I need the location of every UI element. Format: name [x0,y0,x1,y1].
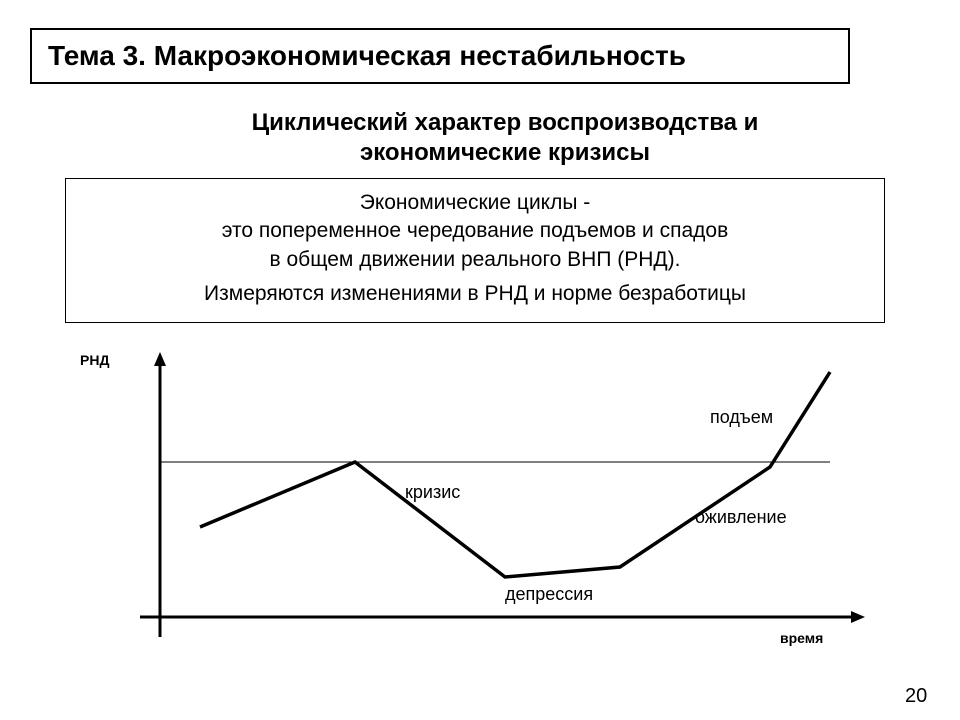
page-number: 20 [905,685,927,708]
definition-line2: это попеременное чередование подъемов и … [86,217,864,245]
definition-box: Экономические циклы - это попеременное ч… [65,178,885,323]
y-axis-label: РНД [80,352,109,368]
title-box: Тема 3. Макроэкономическая нестабильност… [30,28,850,84]
phase-crisis: кризис [405,482,460,503]
definition-line3: в общем движении реального ВНП (РНД). [86,246,864,274]
slide-title: Тема 3. Макроэкономическая нестабильност… [48,40,686,71]
slide: Тема 3. Макроэкономическая нестабильност… [0,0,960,720]
definition-line1: Экономические циклы - [86,189,864,217]
chart-svg [110,352,870,652]
phase-depression: депрессия [505,584,593,605]
y-axis-arrow [154,352,166,366]
phase-boom: подъем [710,407,773,428]
cycle-curve [200,372,830,577]
definition-line4: Измеряются изменениями в РНД и норме без… [86,280,864,308]
x-axis-arrow [851,611,865,623]
x-axis-label: время [780,630,823,646]
slide-subtitle: Циклический характер воспроизводства иэк… [165,108,845,168]
cycle-chart: РНД кризис депрессия оживление подъем вр… [80,352,840,672]
phase-recovery: оживление [695,507,787,528]
